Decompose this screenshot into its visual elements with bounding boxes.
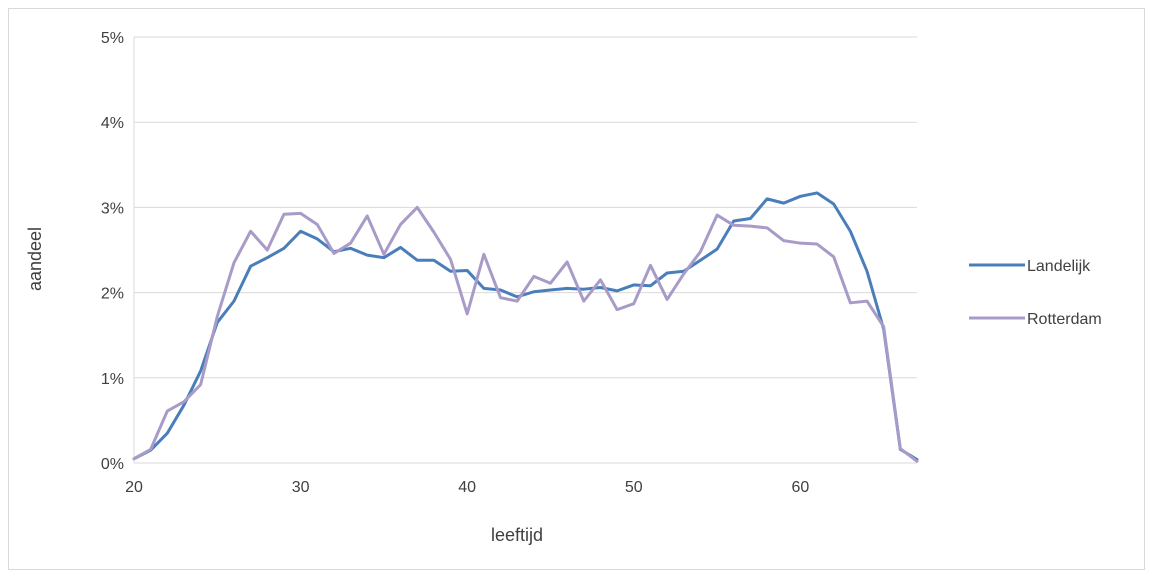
- y-tick-label: 1%: [101, 371, 124, 388]
- chart-frame: 0% 1% 2% 3% 4% 5% 20 30 40 50 60 leeftijd aandeel…: [8, 8, 1145, 570]
- series-line-rotterdam: [132, 205, 919, 463]
- x-tick-label: 40: [458, 479, 476, 496]
- x-axis-title: leeftijd: [491, 525, 543, 545]
- y-tick-label: 5%: [101, 30, 124, 47]
- legend-label-landelijk: Landelijk: [1027, 258, 1091, 275]
- legend: Landelijk Rotterdam: [969, 258, 1102, 328]
- y-tick-label: 2%: [101, 286, 124, 303]
- y-axis-ticks: 0% 1% 2% 3% 4% 5%: [101, 30, 124, 473]
- gridlines: [133, 36, 917, 464]
- legend-label-rotterdam: Rotterdam: [1027, 311, 1102, 328]
- y-tick-label: 3%: [101, 200, 124, 217]
- y-tick-label: 4%: [101, 115, 124, 132]
- x-axis-ticks: 20 30 40 50 60: [125, 479, 809, 496]
- x-tick-label: 60: [791, 479, 809, 496]
- x-tick-label: 30: [292, 479, 310, 496]
- x-tick-label: 50: [625, 479, 643, 496]
- y-tick-label: 0%: [101, 456, 124, 473]
- series-line-landelijk: [132, 191, 919, 462]
- line-chart: 0% 1% 2% 3% 4% 5% 20 30 40 50 60 leeftijd aandeel…: [25, 30, 1102, 545]
- x-tick-label: 20: [125, 479, 143, 496]
- series-lines: [132, 191, 919, 463]
- y-axis-title: aandeel: [25, 227, 45, 291]
